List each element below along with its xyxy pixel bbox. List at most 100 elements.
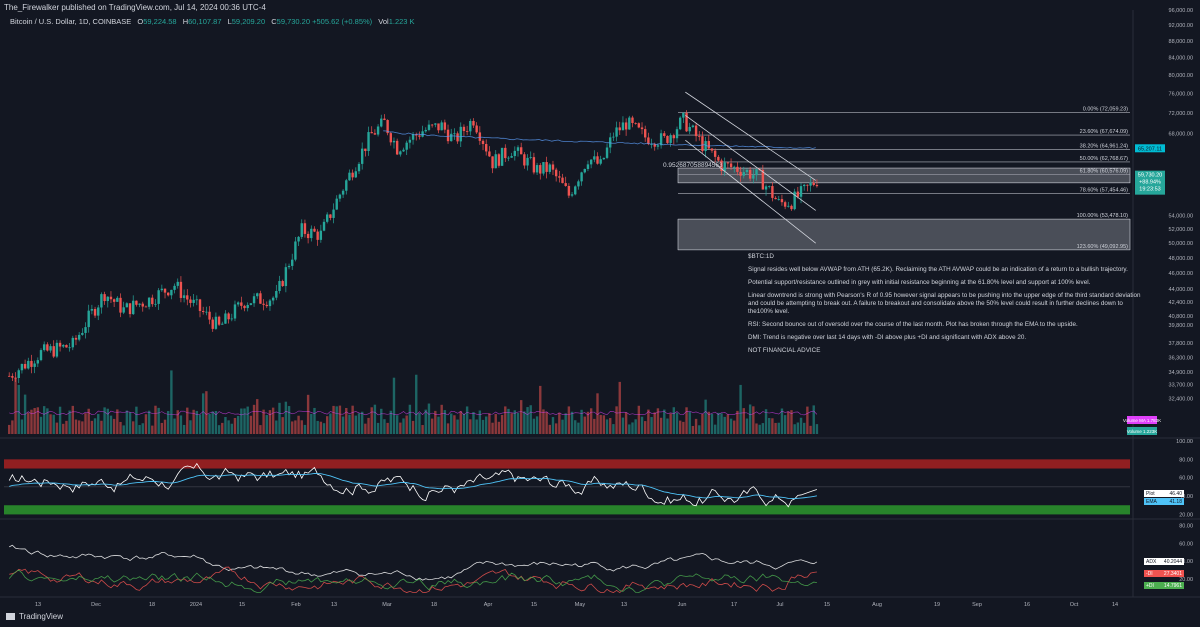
candle-body xyxy=(265,304,268,307)
time-axis[interactable]: 13 Dec 18 2024 15 Feb 13 Mar 18 Apr 15 May 13 Jun 17 Ju… xyxy=(35,602,1118,608)
candle-body xyxy=(252,296,256,304)
note-line-1: Signal resides well below AVWAP from ATH… xyxy=(748,266,1128,273)
candle-body xyxy=(211,319,214,329)
volume-bar xyxy=(160,422,164,434)
volume-bar xyxy=(647,409,650,434)
candle-body xyxy=(424,129,427,132)
candle-body xyxy=(551,164,555,170)
volume-bar xyxy=(529,405,532,434)
volume-bar xyxy=(300,420,303,434)
candle-body xyxy=(287,265,291,268)
candle-body xyxy=(421,131,424,137)
candle-body xyxy=(65,344,68,348)
volume-bar xyxy=(545,411,548,434)
candle-body xyxy=(535,165,539,173)
candle-body xyxy=(100,294,103,308)
open-label: O xyxy=(137,17,144,26)
volume-bar xyxy=(437,416,440,434)
publisher-bar: The_Firewalker published on TradingView.… xyxy=(0,0,1200,16)
volume-bar xyxy=(809,425,812,434)
candle-body xyxy=(411,134,415,140)
candle-body xyxy=(11,376,14,378)
volume-bar xyxy=(230,423,233,434)
symbol-title[interactable]: Bitcoin / U.S. Dollar, 1D, COINBASE xyxy=(10,17,132,26)
volume-bar xyxy=(71,405,74,434)
candle-body xyxy=(380,118,383,127)
candle-body xyxy=(90,309,94,311)
price-tick: 42,400.00 xyxy=(1169,300,1193,306)
candle-body xyxy=(313,228,316,232)
candle-body xyxy=(478,132,482,141)
candle-body xyxy=(326,214,329,222)
candle-body xyxy=(739,171,742,176)
fib-label: 50.00% (62,768.67) xyxy=(1080,156,1128,162)
volume-bar xyxy=(793,424,796,434)
price-tick: 92,000.00 xyxy=(1169,23,1193,29)
volume-bar xyxy=(519,400,523,434)
volume-bar xyxy=(338,405,342,434)
price-tick: 50,000.00 xyxy=(1169,241,1193,247)
tradingview-logo[interactable]: TradingView xyxy=(6,612,63,621)
volume-bar xyxy=(345,407,348,434)
fib-zone-1 xyxy=(677,167,1131,184)
volume-bar xyxy=(93,418,97,434)
volume-bar xyxy=(812,405,815,434)
volume-bar xyxy=(504,406,507,434)
volume-bar xyxy=(306,394,310,434)
candle-body xyxy=(132,300,135,315)
volume-bar xyxy=(348,414,351,434)
candle-body xyxy=(513,150,517,157)
candle-body xyxy=(678,117,682,130)
volume-bar xyxy=(768,418,771,434)
volume-bar xyxy=(554,423,558,434)
volume-bar xyxy=(367,417,370,434)
candle-body xyxy=(707,141,710,149)
dmi-di-line xyxy=(9,566,817,594)
price-axis[interactable]: 96,000.00 92,000.00 88,000.00 84,000.00 80,0… xyxy=(1123,8,1193,435)
volume-bar xyxy=(208,413,211,434)
candle-body xyxy=(217,316,221,325)
candle-body xyxy=(109,296,113,300)
volume-bar xyxy=(119,421,122,434)
fib-levels: 0.00% (72,059.23) 23.60% (67,674.09) 38.20… xyxy=(678,107,1130,251)
volume-bar xyxy=(128,412,132,434)
volume-bar xyxy=(500,414,504,434)
candle-body xyxy=(806,184,809,186)
volume-bar xyxy=(729,418,733,434)
candle-body xyxy=(141,303,144,307)
candle-body xyxy=(745,169,749,173)
candle-body xyxy=(329,214,332,218)
rsi-tick: 60.00 xyxy=(1179,476,1193,482)
volume-tag xyxy=(1127,427,1157,435)
candle-body xyxy=(189,299,192,303)
rsi-tick: 20.00 xyxy=(1179,512,1193,518)
volume-bar xyxy=(268,410,272,434)
candle-body xyxy=(532,157,536,173)
volume-bar xyxy=(815,424,819,434)
candle-body xyxy=(36,360,40,364)
volume-bar xyxy=(97,414,100,434)
volume-bar xyxy=(103,407,106,434)
volume-bar xyxy=(465,406,469,434)
dmi-tag-name: +DI xyxy=(1146,583,1154,589)
candle-body xyxy=(275,290,278,298)
volume-bar xyxy=(485,416,488,434)
fib-label: 38.20% (64,961.24) xyxy=(1080,144,1128,150)
volume-bar xyxy=(446,423,450,434)
volume-bar xyxy=(574,420,577,434)
volume-bar xyxy=(507,408,510,434)
time-tick: 15 xyxy=(531,602,537,608)
candle-body xyxy=(224,313,227,324)
candle-body xyxy=(561,177,564,184)
volume-bar xyxy=(205,391,208,434)
volume-bar xyxy=(284,401,288,434)
candle-body xyxy=(262,303,265,305)
avwap-line xyxy=(383,130,816,149)
candle-body xyxy=(472,120,475,126)
dmi-tag xyxy=(1144,582,1184,589)
volume-bar xyxy=(109,415,113,434)
candle-body xyxy=(459,126,462,142)
regression-channel-line xyxy=(685,91,816,181)
candle-body xyxy=(796,191,800,197)
